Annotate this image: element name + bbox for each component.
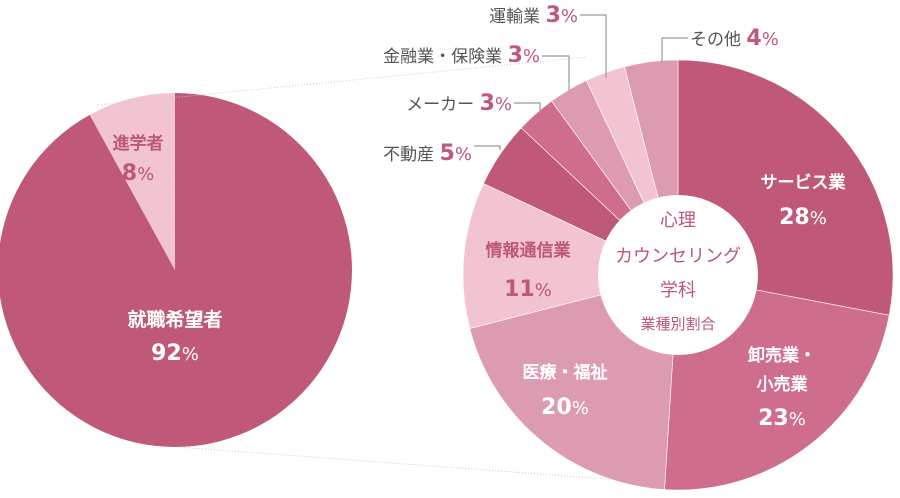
left-pie: [0, 92, 352, 447]
left-pie-slice-1: [89, 92, 175, 270]
callout-line--: [474, 145, 501, 150]
center-subtitle: 業種別割合: [640, 315, 715, 333]
left-pie-value-1: 8%: [122, 161, 154, 186]
right-pie-value--: 28%: [779, 205, 827, 230]
right-pie-label-line1--: 卸売業・: [748, 345, 816, 366]
right-pie: [462, 59, 894, 491]
callout--: 運輸業 3%: [489, 3, 578, 28]
right-pie-label--: 情報通信業: [486, 240, 571, 261]
center-title-line-2: カウンセリング: [615, 246, 741, 267]
callout-line--: [542, 55, 570, 90]
callout-line--: [661, 37, 688, 62]
left-pie-slice-0: [0, 93, 352, 447]
right-pie-center: [598, 195, 758, 355]
center-title-line-3: 学科: [660, 280, 696, 301]
callout-line--: [514, 102, 541, 112]
callout--: 金融業・保険業 3%: [383, 43, 540, 68]
left-pie-value-0: 92%: [151, 341, 199, 366]
right-pie-label--: サービス業: [761, 172, 846, 193]
left-pie-label-1: 進学者: [113, 133, 164, 154]
center-title-line-1: 心理: [660, 210, 696, 231]
right-pie-label--: 医療・福祉: [523, 362, 608, 383]
callout--: 不動産 5%: [383, 141, 472, 166]
right-pie-value--: 20%: [541, 395, 589, 420]
callout--: その他 4%: [690, 26, 779, 51]
left-pie-label-0: 就職希望者: [127, 308, 222, 331]
connector-line-bottom: [177, 446, 621, 481]
right-pie-value--: 11%: [504, 277, 552, 302]
right-pie-value--: 23%: [758, 406, 806, 431]
callout--: メーカー 3%: [406, 91, 512, 116]
connector-line-top: [97, 56, 588, 106]
right-pie-label-line2--: 小売業: [757, 374, 808, 395]
right-pie-slice--: [462, 183, 679, 329]
callout-line--: [580, 14, 607, 78]
